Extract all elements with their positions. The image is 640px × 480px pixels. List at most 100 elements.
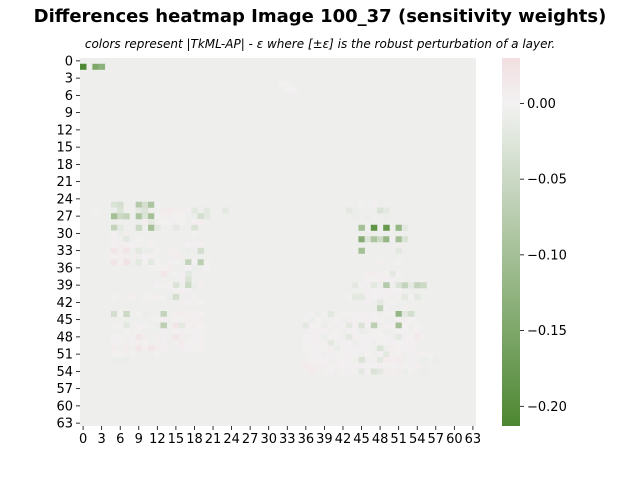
heatmap-cell [148, 236, 155, 243]
heatmap-cell [141, 253, 149, 260]
heatmap-cell [395, 236, 403, 243]
heatmap-cell [327, 368, 334, 375]
heatmap-cell [358, 236, 365, 243]
heatmap-cell [389, 368, 396, 375]
heatmap-cell [346, 334, 353, 341]
colorbar-gradient [502, 58, 520, 426]
y-tick-label: 36 [56, 261, 73, 276]
heatmap-cell [154, 293, 161, 300]
heatmap-cell [160, 270, 167, 277]
heatmap-cell [420, 334, 427, 341]
heatmap-cell [191, 328, 198, 335]
heatmap-cell [117, 357, 124, 364]
heatmap-cell [395, 362, 403, 369]
heatmap-cell [191, 334, 198, 341]
heatmap-cell [179, 207, 186, 214]
heatmap-cell [302, 368, 310, 375]
heatmap-cell [110, 345, 118, 352]
colorbar-tick-label: −0.05 [527, 173, 567, 188]
heatmap-cell [377, 334, 384, 341]
heatmap-cell [179, 339, 186, 346]
heatmap-cell [315, 322, 322, 329]
heatmap-cell [346, 368, 353, 375]
heatmap-cell [203, 213, 211, 220]
heatmap-cell [401, 328, 409, 335]
heatmap-cell [148, 224, 155, 231]
heatmap-cell [135, 213, 143, 220]
y-tick-label: 0 [65, 54, 73, 69]
x-tick-label: 33 [279, 432, 296, 447]
heatmap-cell [401, 362, 409, 369]
heatmap-cell [339, 339, 347, 346]
heatmap-cell [377, 288, 384, 295]
heatmap-cell [179, 299, 186, 306]
y-tick-label: 12 [56, 123, 73, 138]
heatmap-cell [401, 339, 409, 346]
heatmap-cell [166, 213, 174, 220]
heatmap-cell [191, 339, 198, 346]
heatmap-cell [185, 247, 192, 254]
heatmap-cell [172, 322, 180, 329]
colorbar-tick-label: −0.20 [527, 400, 567, 415]
heatmap-cell [179, 219, 186, 226]
heatmap-cell [135, 334, 143, 341]
heatmap-cell [185, 328, 192, 335]
heatmap-cell [172, 270, 180, 277]
heatmap-cell [370, 282, 378, 289]
heatmap-cell [346, 357, 353, 364]
heatmap-cell [321, 357, 328, 364]
heatmap-cell [222, 207, 229, 214]
heatmap-cell [364, 311, 372, 318]
heatmap-cell [160, 293, 167, 300]
y-tick-label: 33 [56, 244, 73, 259]
heatmap-cell [420, 351, 427, 358]
heatmap-cell [185, 282, 192, 289]
x-tick-label: 21 [205, 432, 222, 447]
x-tick-label: 12 [149, 432, 166, 447]
heatmap-cell [80, 63, 87, 70]
heatmap-cell [395, 328, 403, 335]
heatmap-cell [377, 236, 384, 243]
heatmap-cell [395, 247, 403, 254]
heatmap-cell [141, 259, 149, 266]
heatmap-cells [80, 58, 476, 426]
heatmap-cell [389, 351, 396, 358]
heatmap-cell [395, 345, 403, 352]
heatmap-cell [352, 328, 359, 335]
heatmap-cell [389, 311, 396, 318]
heatmap-cell [370, 276, 378, 283]
heatmap-cell [154, 259, 161, 266]
chart-subtitle: colors represent |TkML-AP| - ε where [±ε… [84, 37, 556, 51]
heatmap-cell [123, 247, 130, 254]
heatmap-cell [179, 288, 186, 295]
heatmap-cell [166, 282, 174, 289]
heatmap-cell [141, 213, 149, 220]
heatmap-cell [172, 213, 180, 220]
heatmap-cell [197, 247, 205, 254]
heatmap-cell [191, 293, 198, 300]
heatmap-cell [364, 345, 372, 352]
heatmap-cell [141, 201, 149, 208]
heatmap-cell [407, 368, 415, 375]
heatmap-cell [172, 247, 180, 254]
x-tick-label: 18 [186, 432, 203, 447]
heatmap-cell [377, 328, 384, 335]
heatmap-cell [377, 368, 384, 375]
heatmap-cell [358, 334, 365, 341]
heatmap-cell [148, 253, 155, 260]
x-tick-label: 60 [446, 432, 463, 447]
x-tick-label: 51 [390, 432, 407, 447]
heatmap-cell [346, 293, 353, 300]
heatmap-cell [160, 282, 167, 289]
heatmap-cell [154, 345, 161, 352]
heatmap-cell [321, 328, 328, 335]
heatmap-cell [110, 201, 118, 208]
x-axis-ticks: 0 3 6 9 12 15 18 21 24 27 30 33 36 39 42 45 48 51 54 57 60 63 [79, 426, 481, 447]
heatmap-cell [395, 288, 403, 295]
heatmap-cell [141, 345, 149, 352]
heatmap-cell [333, 334, 341, 341]
heatmap-cell [135, 242, 143, 249]
x-tick-label: 30 [260, 432, 277, 447]
heatmap-cell [401, 368, 409, 375]
heatmap-cell [358, 328, 365, 335]
